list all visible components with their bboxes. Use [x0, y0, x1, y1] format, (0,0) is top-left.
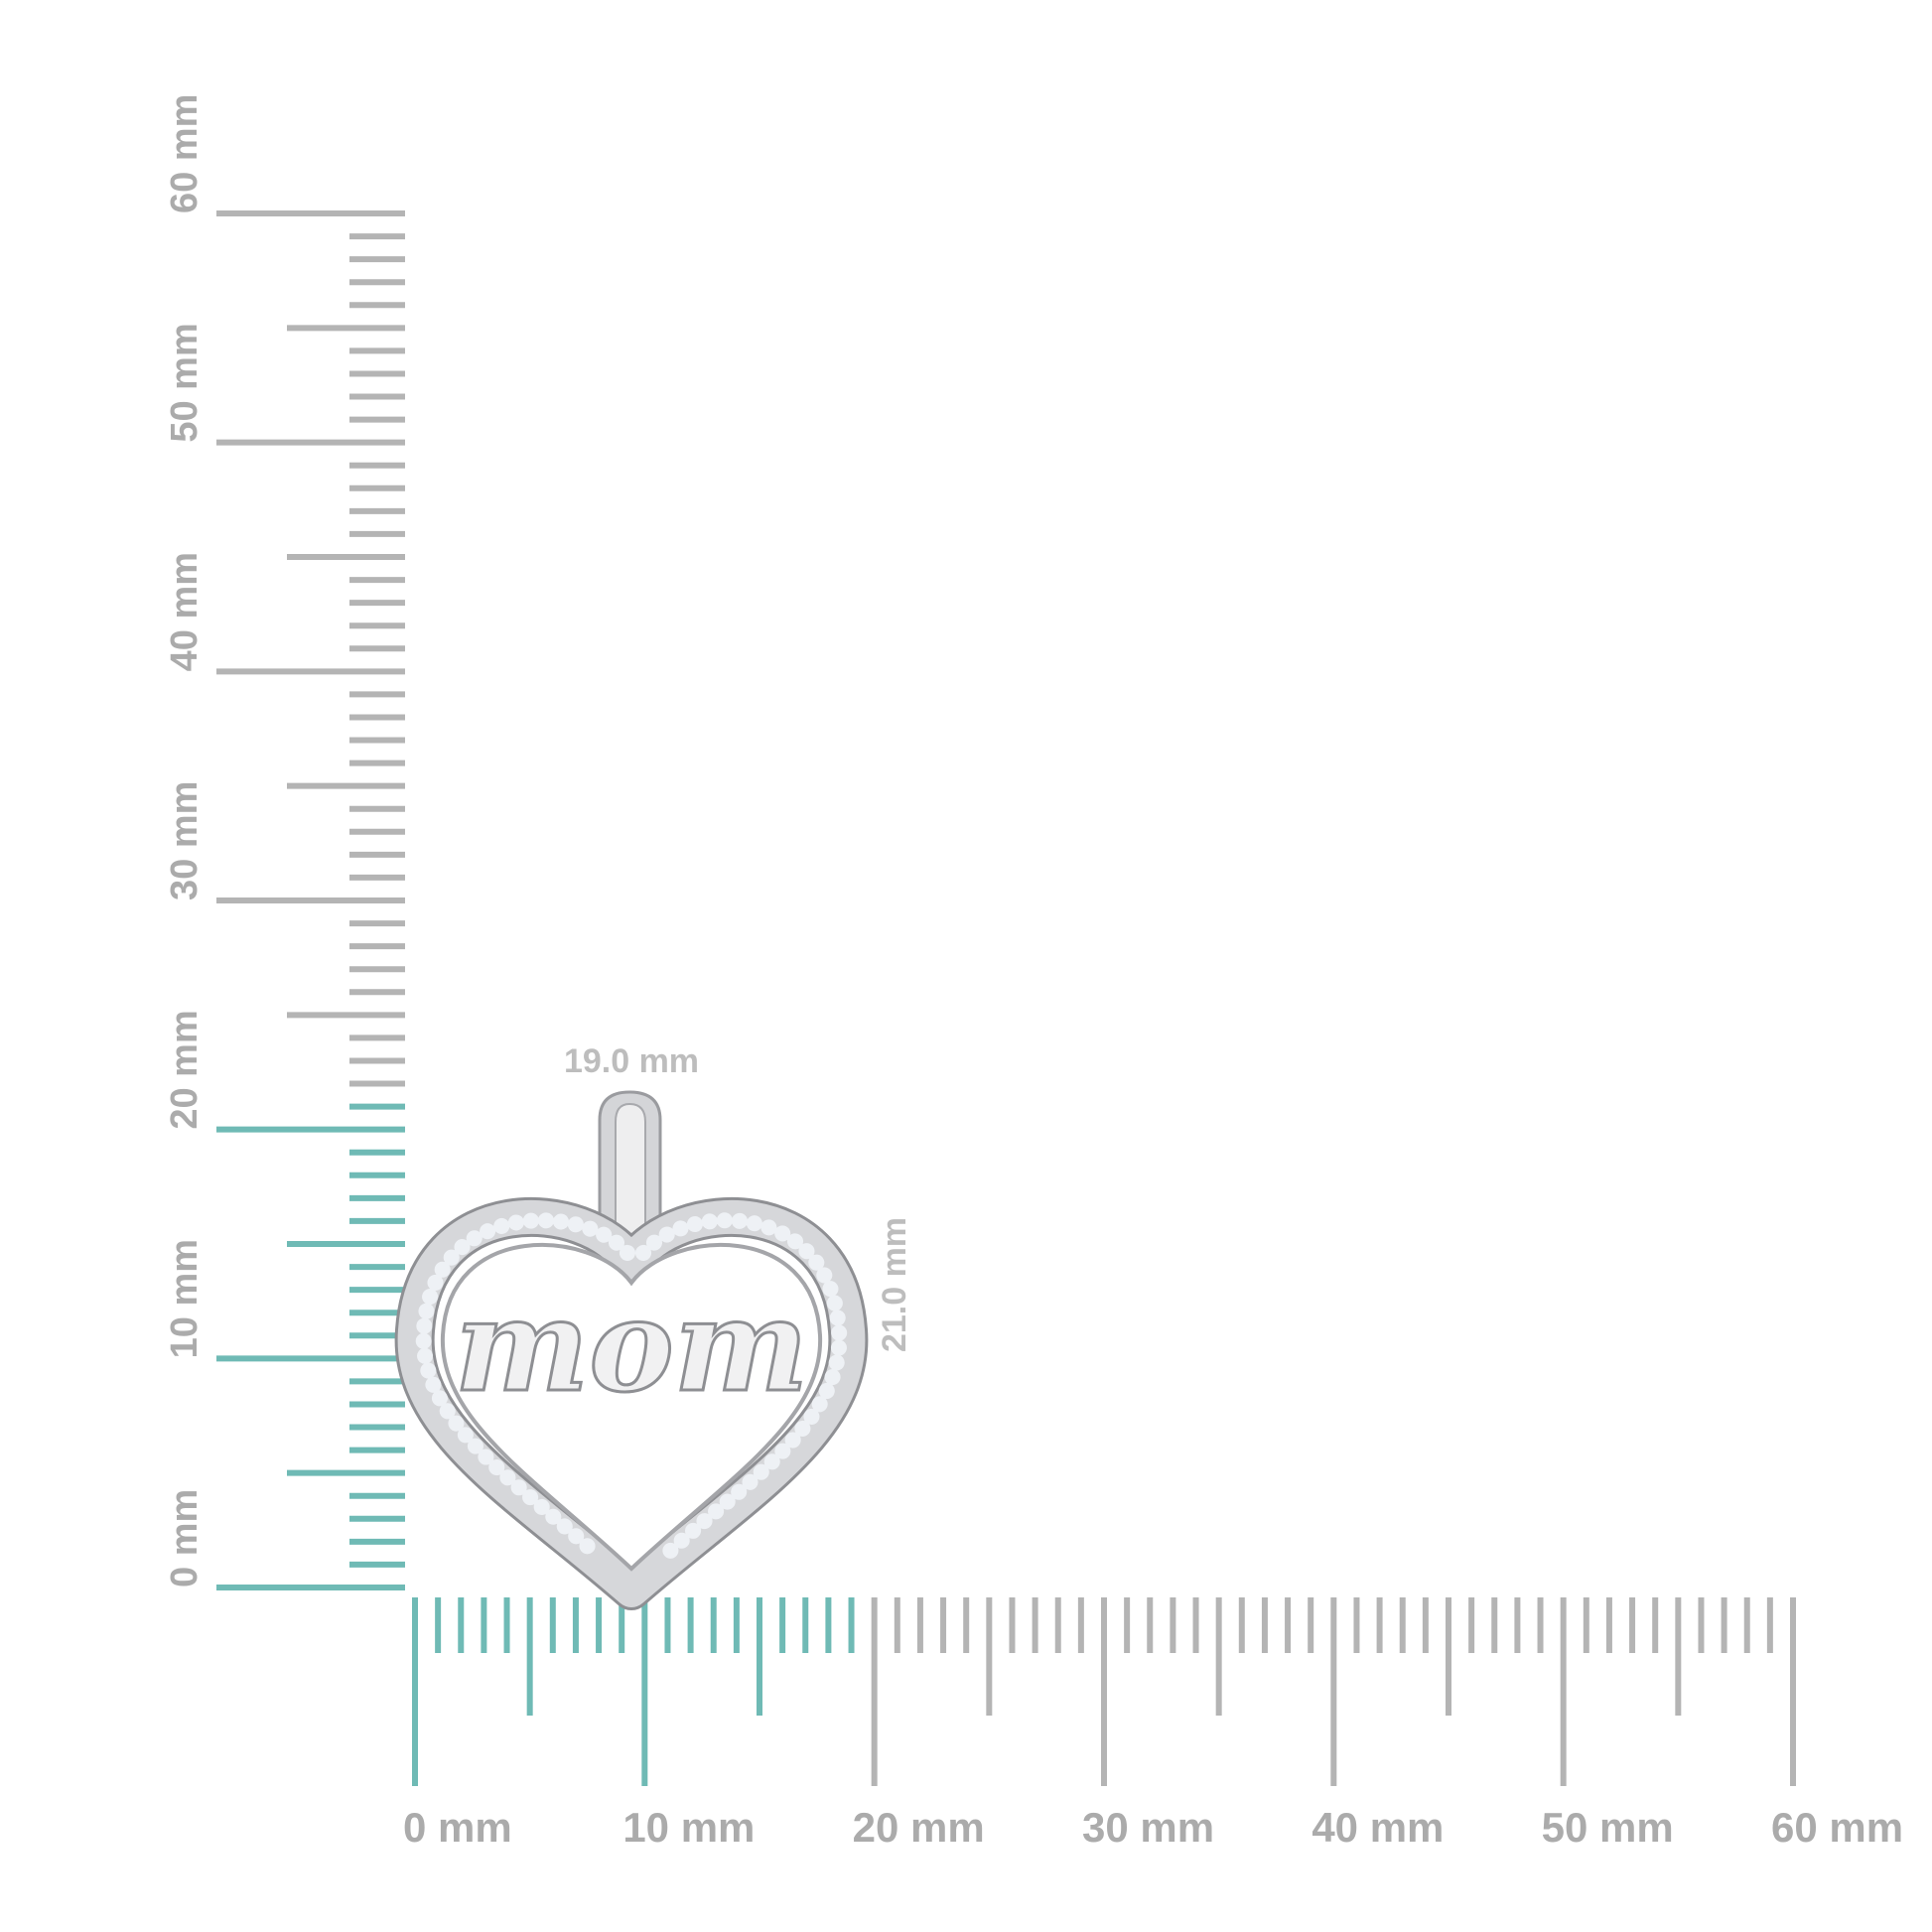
width-dimension-label: 19.0 mm — [564, 1042, 699, 1080]
vertical-label-0: 0 mm — [164, 1489, 206, 1587]
horizontal-label-4: 40 mm — [1311, 1804, 1444, 1851]
horizontal-label-1: 10 mm — [622, 1804, 755, 1851]
horizontal-ruler — [412, 1597, 1796, 1786]
vertical-label-6: 60 mm — [164, 94, 206, 213]
vertical-ruler — [216, 210, 405, 1590]
vertical-label-2: 20 mm — [164, 1010, 206, 1129]
horizontal-label-3: 30 mm — [1082, 1804, 1214, 1851]
horizontal-label-2: 20 mm — [853, 1804, 985, 1851]
vertical-label-4: 40 mm — [164, 552, 206, 671]
horizontal-label-5: 50 mm — [1542, 1804, 1674, 1851]
vertical-label-5: 50 mm — [164, 323, 206, 442]
horizontal-ruler-labels: 0 mm 10 mm 20 mm 30 mm 40 mm 50 mm 60 mm — [403, 1804, 1903, 1851]
vertical-label-1: 10 mm — [164, 1239, 206, 1358]
vertical-label-3: 30 mm — [164, 781, 206, 900]
vertical-ruler-labels: 0 mm 10 mm 20 mm 30 mm 40 mm 50 mm 60 mm — [164, 94, 206, 1587]
horizontal-label-6: 60 mm — [1771, 1804, 1903, 1851]
bail-icon — [598, 1090, 662, 1273]
height-dimension-label: 21.0 mm — [876, 1217, 913, 1352]
heart-pendant-icon: mom — [394, 1090, 869, 1610]
engraving-text: mom — [455, 1272, 808, 1421]
horizontal-label-0: 0 mm — [403, 1804, 512, 1851]
